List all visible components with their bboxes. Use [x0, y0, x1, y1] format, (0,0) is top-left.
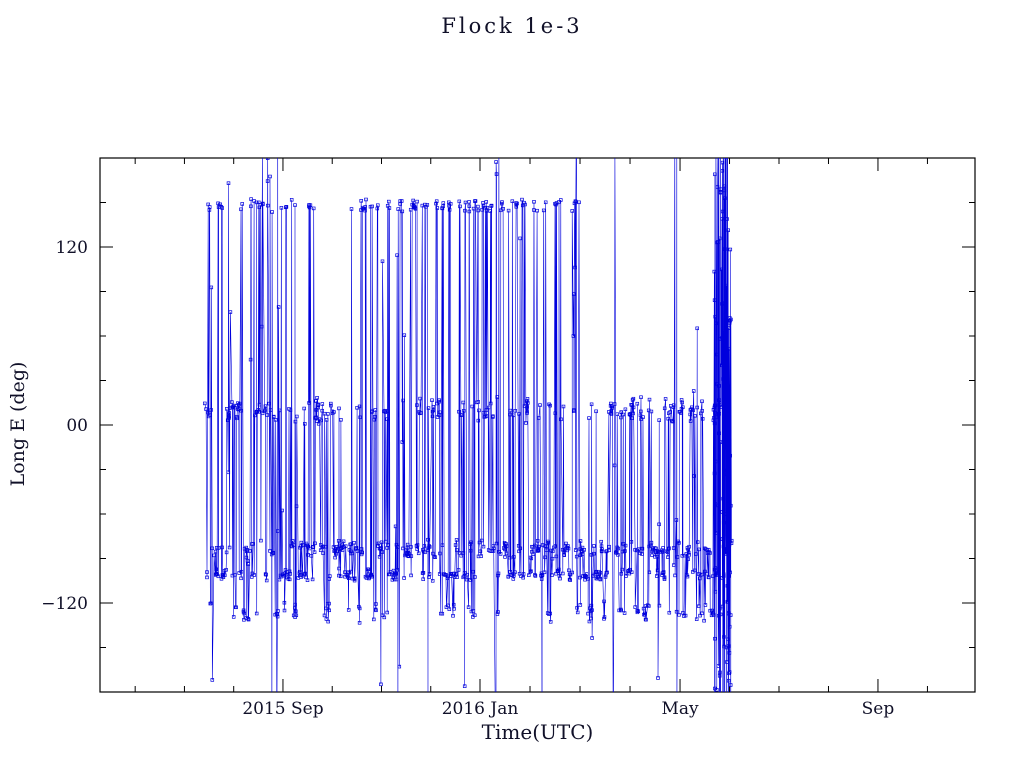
x-tick-label: 2016 Jan	[442, 699, 519, 719]
x-tick-labels: 2015 Sep 2016 Jan May Sep	[242, 699, 894, 719]
chart-title: Flock 1e-3	[441, 14, 583, 38]
y-tick-labels: 120 00 −120	[41, 238, 88, 614]
axis-ticks	[100, 158, 975, 692]
x-axis-label: Time(UTC)	[481, 720, 594, 744]
data-points	[203, 158, 734, 692]
x-tick-label: Sep	[862, 699, 895, 719]
y-tick-label: 120	[56, 238, 88, 258]
y-tick-label: −120	[41, 594, 88, 614]
data-line	[204, 158, 732, 692]
x-tick-label: 2015 Sep	[242, 699, 323, 719]
x-tick-label: May	[661, 699, 699, 719]
y-tick-label: 00	[66, 416, 88, 436]
